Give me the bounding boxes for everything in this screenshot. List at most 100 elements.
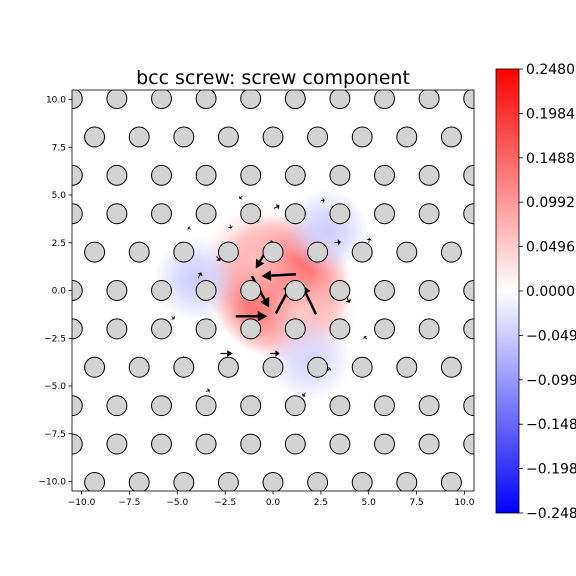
colorbar-gradient [495, 68, 520, 514]
colorbar-tick-label: −0.0496 [526, 328, 576, 344]
atom [262, 241, 284, 263]
atom [106, 318, 128, 340]
atom [151, 318, 172, 340]
colorbar-tick-label: 0.0992 [526, 195, 575, 211]
chart-title: bcc screw: screw component [136, 67, 410, 89]
atom [418, 433, 440, 455]
y-tick-label: 5.0 [52, 191, 67, 201]
atom [173, 471, 195, 491]
atom [351, 126, 373, 148]
x-tick-label: 5.0 [362, 498, 377, 508]
atom [151, 280, 172, 301]
plot-area: −10.0 −7.5 −5.0 −2.5 0.0 2.5 5.0 7.5 10.0 −10.0−… [38, 89, 475, 508]
atom [418, 203, 440, 225]
atom [418, 164, 440, 186]
atom [307, 241, 329, 263]
displacement-arrow [205, 388, 210, 394]
x-tick-label: 0.0 [266, 498, 281, 508]
colorbar-tick-label: 0.1488 [526, 151, 575, 167]
y-tick-label: −2.5 [44, 334, 66, 344]
atom [307, 356, 329, 378]
atom [284, 164, 306, 186]
atom [396, 356, 418, 378]
atom [396, 126, 418, 148]
atom [284, 318, 306, 340]
colorbar: −0.2480 −0.1984 −0.1488 −0.0992 −0.0496 0.000… [495, 62, 576, 522]
y-tick-label: 10.0 [46, 96, 66, 106]
atom [128, 241, 150, 263]
atom [106, 433, 128, 455]
x-axis: −10.0 −7.5 −5.0 −2.5 0.0 2.5 5.0 7.5 10.0 [68, 491, 475, 508]
atom [240, 433, 262, 455]
displacement-arrow [320, 197, 325, 203]
displacement-arrow [187, 226, 191, 231]
atom [151, 90, 172, 110]
displacement-arrow [220, 350, 233, 357]
colorbar-tick-label: −0.2480 [526, 506, 576, 522]
y-tick-label: −10.0 [38, 478, 66, 488]
colorbar-tick-label: 0.2480 [526, 62, 575, 78]
atom [374, 280, 395, 301]
atom [195, 433, 217, 455]
x-tick-label: −5.0 [166, 498, 188, 508]
atom [240, 395, 262, 417]
atom [195, 280, 217, 301]
atom [329, 203, 351, 225]
y-tick-label: 0.0 [52, 287, 67, 297]
colorbar-tick-label: −0.1984 [526, 462, 576, 478]
atom [173, 241, 195, 263]
atom [84, 471, 106, 491]
atom [374, 318, 395, 340]
atom [418, 318, 440, 340]
atom [440, 126, 462, 148]
atom [418, 395, 440, 417]
atom [240, 164, 262, 186]
atom [440, 241, 462, 263]
atom [151, 164, 172, 186]
atom [329, 280, 351, 301]
displacement-arrow [261, 270, 297, 281]
atom [262, 356, 284, 378]
atom [106, 164, 128, 186]
atom [374, 90, 395, 110]
atom [374, 164, 395, 186]
atom [217, 471, 239, 491]
atom [217, 126, 239, 148]
atom [240, 280, 262, 301]
atom [262, 471, 284, 491]
atom [396, 241, 418, 263]
atom [151, 433, 172, 455]
atom [217, 241, 239, 263]
atom [217, 356, 239, 378]
x-tick-label: 7.5 [409, 498, 423, 508]
displacement-arrow [363, 335, 368, 340]
atom [106, 90, 128, 110]
atom [374, 433, 395, 455]
atom [128, 126, 150, 148]
atom [284, 280, 306, 301]
atom [351, 241, 373, 263]
y-axis: −10.0 −7.5 −5.0 −2.5 0.0 2.5 5.0 7.5 10.0 [38, 96, 72, 488]
atom [329, 164, 351, 186]
atom [374, 203, 395, 225]
x-tick-label: 2.5 [314, 498, 328, 508]
colorbar-tick-label: 0.1984 [526, 106, 575, 122]
atom [329, 90, 351, 110]
displacement-arrow [301, 392, 307, 397]
atom [240, 203, 262, 225]
atom [240, 318, 262, 340]
atom [128, 356, 150, 378]
atom-lattice [72, 90, 474, 491]
x-tick-label: −10.0 [68, 498, 96, 508]
atom [418, 90, 440, 110]
atom [106, 280, 128, 301]
displacement-arrow [366, 237, 372, 243]
atom [307, 471, 329, 491]
atom [396, 471, 418, 491]
atom [351, 471, 373, 491]
displacement-arrow [235, 311, 268, 322]
atom [151, 395, 172, 417]
displacement-arrow [171, 315, 176, 320]
displacement-arrow [238, 195, 243, 200]
atom [440, 471, 462, 491]
